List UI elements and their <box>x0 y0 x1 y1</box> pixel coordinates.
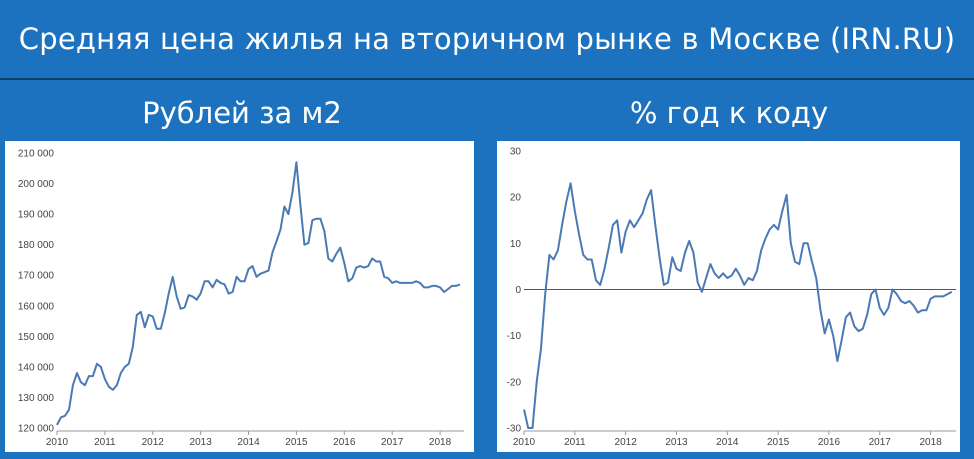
price-x-tick-label: 2018 <box>429 437 452 448</box>
price-x-tick-label: 2010 <box>46 437 69 448</box>
yoy-y-tick-label: 30 <box>510 147 522 158</box>
price-y-tick-label: 170 000 <box>18 271 55 282</box>
yoy-x-tick-label: 2011 <box>564 437 586 448</box>
price-y-tick-label: 130 000 <box>18 393 55 404</box>
yoy-x-tick-label: 2012 <box>615 437 638 448</box>
chart-title-price: Рублей за м2 <box>142 96 342 130</box>
yoy-y-tick-label: 10 <box>510 239 522 250</box>
price-x-tick-label: 2014 <box>237 437 260 448</box>
price-y-tick-label: 140 000 <box>18 362 55 373</box>
price-series-line <box>56 161 461 426</box>
price-x-tick-label: 2012 <box>142 437 165 448</box>
yoy-y-tick-label: -10 <box>507 331 522 342</box>
yoy-x-tick-label: 2018 <box>919 437 942 448</box>
yoy-x-tick-label: 2010 <box>513 437 536 448</box>
yoy-series-line <box>523 182 953 429</box>
yoy-x-tick-label: 2016 <box>818 437 841 448</box>
price-y-tick-label: 120 000 <box>18 424 55 435</box>
price-y-tick-label: 210 000 <box>18 149 55 160</box>
yoy-line-chart: -30 -20 -10 0 10 20 30 2010 2011 2012 2013 2014 2015… <box>507 147 956 448</box>
price-chart-panel: 120 000 130 000 140 000 150 000 160 000 170 0… <box>5 141 474 452</box>
yoy-y-tick-label: 0 <box>515 285 521 296</box>
price-y-tick-label: 190 000 <box>18 210 55 221</box>
yoy-y-tick-label: -20 <box>507 377 522 388</box>
price-x-tick-label: 2016 <box>333 437 356 448</box>
price-y-tick-label: 150 000 <box>18 332 55 343</box>
yoy-y-tick-label: 20 <box>510 193 522 204</box>
price-y-tick-label: 160 000 <box>18 301 55 312</box>
chart-title-yoy: % год к коду <box>629 96 829 130</box>
price-x-tick-label: 2017 <box>381 437 404 448</box>
page-title: Средняя цена жилья на вторичном рынке в … <box>18 22 956 56</box>
price-x-tick-label: 2013 <box>190 437 213 448</box>
price-x-tick-label: 2011 <box>94 437 116 448</box>
yoy-x-tick-label: 2017 <box>869 437 892 448</box>
title-divider <box>0 78 974 80</box>
yoy-x-tick-label: 2015 <box>767 437 790 448</box>
yoy-x-tick-label: 2014 <box>716 437 739 448</box>
price-y-tick-label: 200 000 <box>18 179 55 190</box>
price-x-tick-label: 2015 <box>285 437 308 448</box>
price-line-chart: 120 000 130 000 140 000 150 000 160 000 170 0… <box>18 149 464 448</box>
yoy-x-tick-label: 2013 <box>665 437 688 448</box>
yoy-y-tick-label: -30 <box>507 424 522 435</box>
yoy-chart-panel: -30 -20 -10 0 10 20 30 2010 2011 2012 2013 2014 2015… <box>497 141 960 452</box>
price-y-tick-label: 180 000 <box>18 240 55 251</box>
